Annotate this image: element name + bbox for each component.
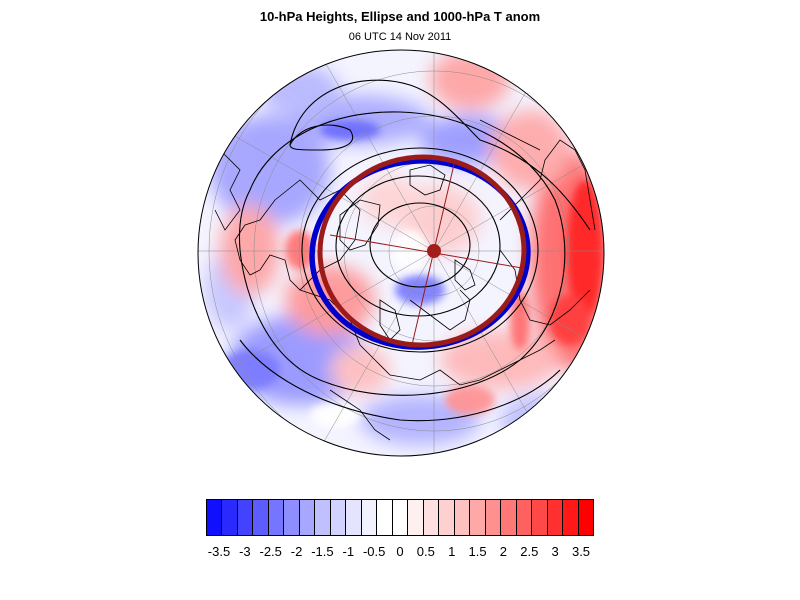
vortex-centroid-marker [427,244,441,258]
colorbar-swatch [454,500,471,535]
colorbar-tick-label: 1 [448,544,456,559]
colorbar-swatch [346,500,362,535]
colorbar-tick-label: 0.5 [416,544,435,559]
colorbar-tick-label: 3.5 [571,544,591,559]
temperature-anomaly-field [198,50,604,456]
meridian-line [283,50,435,252]
colorbar-swatch [237,500,254,535]
colorbar-tick-label: 2.5 [520,544,539,559]
colorbar-swatch [361,500,378,535]
meridian-line [433,250,585,456]
colorbar-swatch [253,500,269,535]
colorbar-swatch [392,500,409,535]
colorbar-tick-label: -2 [290,544,303,559]
ellipse-minor-axis [329,234,523,269]
colorbar-swatch [423,500,440,535]
globe-outline [197,49,605,457]
meridian-line [433,50,585,252]
colorbar-swatch [563,500,579,535]
colorbar-tick-label: -2.5 [259,544,282,559]
colorbar-tick-label: 0 [396,544,404,559]
map-subtitle: 06 UTC 14 Nov 2011 [348,31,452,43]
colorbar [206,499,594,536]
colorbar-tick-label: 1.5 [468,544,487,559]
meridian-line [433,100,604,252]
colorbar-swatch [501,500,517,535]
polar-vortex-overlay [309,154,531,350]
colorbar-tick-label: -3 [239,544,251,559]
geopotential-height-contours [238,79,591,422]
colorbar-swatch [485,500,502,535]
graticule [198,50,604,456]
colorbar-tick-label: -1 [342,544,355,559]
colorbar-swatch [284,500,300,535]
colorbar-tick-label: -1.5 [311,544,334,559]
colorbar-tick-label: 3 [551,544,559,559]
colorbar-swatch [377,500,393,535]
colorbar-swatch [268,500,285,535]
colorbar-swatch [578,500,594,535]
colorbar-swatch [207,500,223,535]
colorbar-swatch [547,500,564,535]
meridian-line [283,250,435,456]
colorbar-swatch [516,500,533,535]
coastlines [214,119,596,441]
vortex-ellipse [317,154,527,348]
colorbar-swatch [470,500,486,535]
colorbar-swatch [299,500,316,535]
colorbar-swatch [330,500,347,535]
colorbar-swatch [222,500,238,535]
map-title: 10-hPa Heights, Ellipse and 1000-hPa T a… [259,9,541,24]
map-overlays [198,50,604,456]
colorbar-tick-label: 2 [499,544,508,559]
colorbar-swatch [408,500,424,535]
colorbar-swatch [532,500,548,535]
colorbar-tick-label: -0.5 [362,544,386,559]
meridian-line [433,250,604,402]
colorbar-tick-label: -3.5 [207,544,231,559]
colorbar-swatch [315,500,331,535]
colorbar-swatch [439,500,455,535]
